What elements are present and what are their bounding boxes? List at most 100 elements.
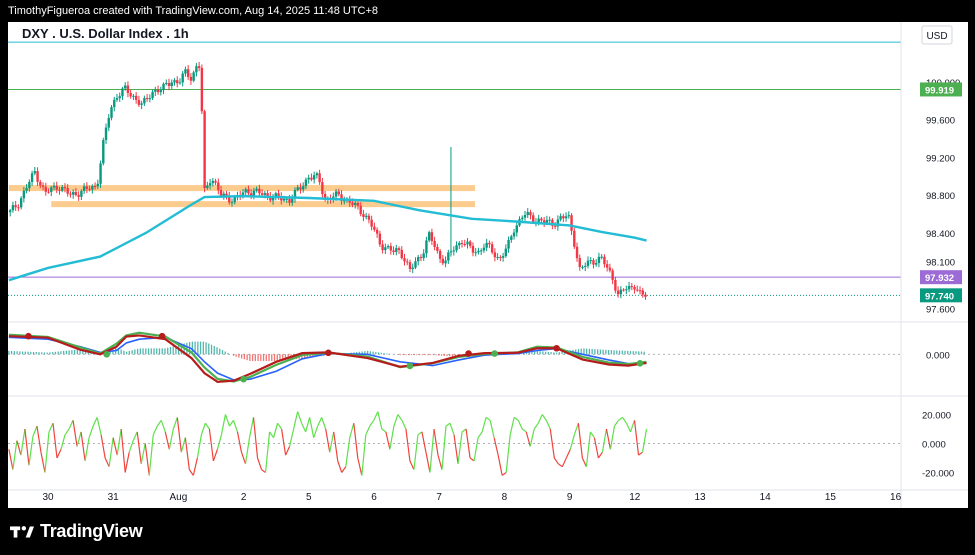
candle-body — [312, 175, 316, 180]
candle-body — [274, 193, 278, 198]
candle-body — [529, 212, 532, 216]
candle-body — [567, 215, 571, 217]
candle-body — [641, 290, 644, 295]
indicator2-segment — [184, 437, 190, 470]
candle-body — [523, 214, 527, 218]
candle-body — [570, 215, 573, 231]
time-tick-label: 13 — [694, 492, 706, 503]
candle-body — [167, 83, 171, 86]
candles-layer — [8, 61, 647, 300]
brand-name: TradingView — [40, 521, 143, 541]
time-tick-label: 6 — [371, 492, 377, 503]
indicator2-segment — [32, 425, 38, 437]
candle-body — [545, 220, 549, 223]
indicator1-green-line — [8, 331, 647, 383]
indicator2-segment — [425, 452, 431, 473]
chart-area[interactable]: 100.00099.60099.20098.80098.40098.10097.… — [8, 22, 968, 508]
candle-body — [178, 82, 182, 84]
indicator2-segment — [573, 423, 579, 435]
candle-body — [69, 193, 72, 195]
candle-body — [351, 202, 354, 205]
candle-body — [208, 183, 212, 186]
indicator2-segment — [76, 431, 82, 447]
candle-body — [403, 258, 406, 262]
candle-body — [638, 290, 642, 292]
chart-svg[interactable]: 100.00099.60099.20098.80098.40098.10097.… — [8, 22, 968, 508]
candle-body — [197, 66, 201, 68]
candle-body — [556, 219, 560, 227]
indicator2-segment — [48, 422, 54, 433]
candle-body — [417, 257, 420, 262]
indicator2-segment — [445, 422, 451, 427]
candle-body — [392, 250, 395, 253]
indicator2-segment — [369, 419, 375, 427]
candle-body — [299, 187, 302, 190]
candle-body — [501, 256, 505, 258]
candle-body — [219, 190, 223, 196]
candle-body — [132, 95, 135, 97]
indicator2-segment — [641, 428, 648, 453]
indicator2-segment — [152, 425, 158, 436]
indicator2-segment — [441, 426, 447, 470]
candle-body — [181, 73, 184, 83]
candle-body — [233, 196, 236, 203]
indicator2-segment — [365, 425, 371, 436]
indicator2-segment — [297, 411, 303, 424]
candle-body — [455, 245, 458, 251]
candle-body — [263, 193, 267, 195]
candle-body — [386, 246, 390, 248]
candle-body — [354, 202, 357, 205]
candle-body — [269, 196, 272, 201]
currency-badge-bg[interactable] — [921, 25, 953, 45]
candle-body — [526, 212, 529, 215]
indicator2-segment — [240, 452, 247, 464]
candle-body — [71, 192, 75, 195]
indicator2-segment — [317, 417, 323, 427]
price-tag-bg — [920, 288, 962, 303]
candle-body — [438, 250, 442, 259]
indicator1-cross-marker — [158, 332, 166, 340]
time-tick-label: 14 — [760, 492, 772, 503]
candle-body — [113, 99, 116, 108]
candle-body — [515, 225, 518, 233]
candle-body — [611, 270, 614, 280]
candle-body — [323, 194, 327, 200]
candle-body — [291, 198, 294, 203]
candle-body — [28, 181, 31, 189]
indicator2-segment — [277, 422, 283, 430]
indicator2-segment — [401, 420, 407, 430]
candle-body — [589, 260, 592, 262]
candle-body — [419, 257, 423, 259]
candle-body — [14, 205, 17, 208]
indicator2-segment — [84, 437, 90, 462]
horizontal-lines-layer — [8, 41, 901, 296]
indicator2-segment — [92, 417, 98, 427]
candle-body — [625, 289, 628, 291]
indicator2-segment — [625, 422, 632, 433]
time-tick-label: 15 — [825, 492, 837, 503]
candle-body — [359, 205, 362, 215]
candle-body — [488, 242, 491, 245]
candle-body — [189, 76, 193, 81]
indicator2-segment — [236, 431, 243, 453]
tradingview-logo-icon — [10, 525, 34, 538]
indicator2-segment — [301, 422, 307, 433]
indicator2-segment — [8, 449, 14, 470]
zones-layer — [8, 185, 476, 208]
indicator2-segment — [124, 452, 130, 473]
candle-body — [137, 99, 141, 105]
indicator2-segment — [557, 463, 563, 468]
indicator2-segment — [465, 428, 471, 459]
price-tick-label: 99.600 — [926, 116, 955, 127]
candle-body — [548, 219, 551, 221]
indicator2-segment — [638, 451, 643, 456]
indicator2-segment — [405, 428, 411, 461]
candle-body — [77, 194, 80, 197]
indicator2-segment — [60, 434, 66, 450]
indicator2-segment — [533, 422, 539, 430]
indicator2-segment — [264, 431, 271, 473]
candle-body — [156, 89, 160, 93]
currency-label[interactable]: USD — [926, 31, 947, 42]
candle-body — [134, 95, 138, 100]
